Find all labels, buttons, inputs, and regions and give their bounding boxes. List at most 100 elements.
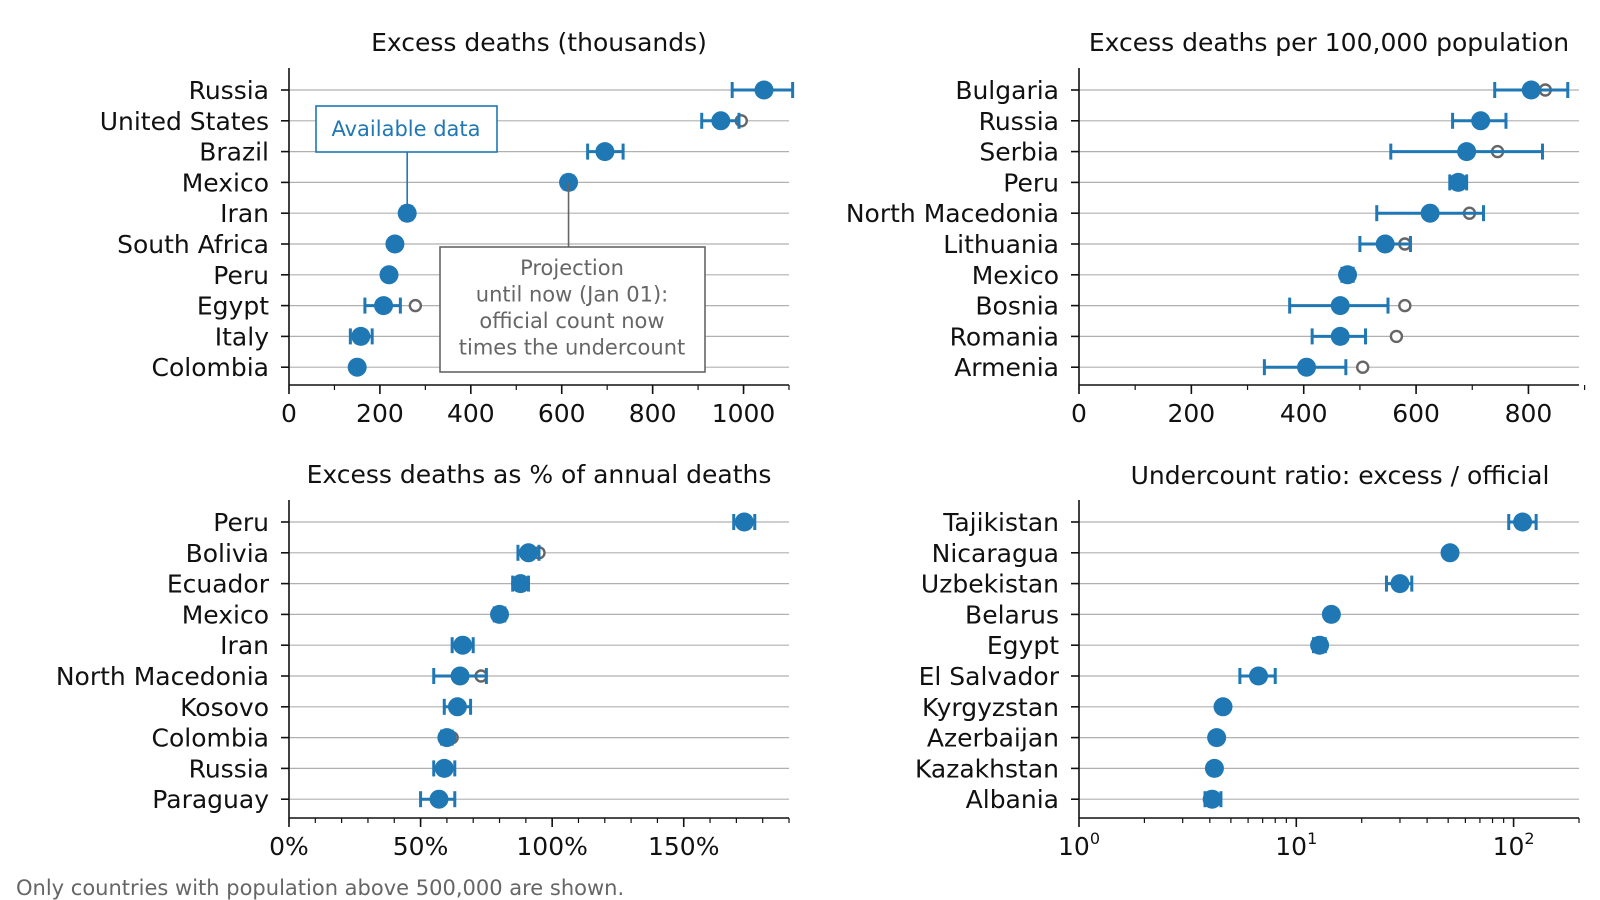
data-point bbox=[1457, 142, 1477, 162]
country-label: Tajikistan bbox=[942, 508, 1059, 537]
data-point bbox=[447, 697, 467, 717]
country-label: Armenia bbox=[954, 353, 1059, 382]
country-label: Iran bbox=[220, 199, 269, 228]
country-label: Bulgaria bbox=[955, 76, 1059, 105]
country-label: El Salvador bbox=[919, 662, 1060, 691]
country-label: Belarus bbox=[965, 600, 1059, 629]
x-tick-label: 100% bbox=[516, 832, 587, 861]
x-tick-label: 0 bbox=[281, 399, 297, 428]
data-point bbox=[754, 80, 774, 100]
country-label: Albania bbox=[966, 785, 1059, 814]
country-label: Russia bbox=[189, 754, 269, 783]
panel-2: Excess deaths per 100,000 population Bulg… bbox=[846, 28, 1586, 428]
data-point bbox=[1390, 574, 1410, 594]
panel-title: Excess deaths (thousands) bbox=[371, 28, 707, 57]
x-tick-label: 100 bbox=[1058, 829, 1100, 861]
country-label: Nicaragua bbox=[932, 539, 1059, 568]
footnote: Only countries with population above 500… bbox=[16, 876, 624, 900]
country-label: Colombia bbox=[152, 724, 269, 753]
x-tick-label: 101 bbox=[1275, 829, 1317, 861]
data-point bbox=[1297, 357, 1317, 377]
data-point bbox=[595, 142, 615, 162]
data-point bbox=[1420, 203, 1440, 223]
data-point bbox=[1202, 789, 1222, 809]
data-point bbox=[347, 357, 367, 377]
x-tick-label: 0 bbox=[1071, 399, 1087, 428]
panel-title: Undercount ratio: excess / official bbox=[1131, 461, 1550, 490]
data-point bbox=[434, 758, 454, 778]
annotations: Available data Projection until now (Jan 0… bbox=[315, 105, 706, 373]
country-label: Italy bbox=[215, 322, 269, 351]
data-point bbox=[1330, 326, 1350, 346]
country-label: Mexico bbox=[182, 168, 269, 197]
country-label: United States bbox=[100, 107, 269, 136]
panel-4: Undercount ratio: excess / official Tajik… bbox=[915, 461, 1580, 861]
data-point bbox=[1310, 635, 1330, 655]
data-point bbox=[450, 666, 470, 686]
data-point bbox=[1521, 80, 1541, 100]
data-point bbox=[511, 574, 531, 594]
country-label: Egypt bbox=[987, 631, 1059, 660]
x-tick-label: 600 bbox=[538, 399, 586, 428]
x-tick-label: 400 bbox=[447, 399, 495, 428]
country-label: Azerbaijan bbox=[927, 724, 1059, 753]
x-tick-label: 600 bbox=[1392, 399, 1440, 428]
data-point bbox=[385, 234, 405, 254]
x-tick-label: 1000 bbox=[712, 399, 776, 428]
country-label: Peru bbox=[213, 261, 269, 290]
data-point bbox=[1207, 728, 1227, 748]
country-label: Kazakhstan bbox=[915, 754, 1059, 783]
country-label: Serbia bbox=[979, 138, 1059, 167]
country-label: Paraguay bbox=[152, 785, 269, 814]
projection-marker bbox=[1398, 298, 1412, 313]
country-label: Bosnia bbox=[975, 292, 1059, 321]
data-point bbox=[453, 635, 473, 655]
data-point bbox=[734, 512, 754, 532]
data-point bbox=[1375, 234, 1395, 254]
x-tick-label: 50% bbox=[393, 832, 449, 861]
x-tick-label: 800 bbox=[629, 399, 677, 428]
country-label: North Macedonia bbox=[846, 199, 1059, 228]
data-point bbox=[1440, 543, 1460, 563]
data-point bbox=[429, 789, 449, 809]
data-point bbox=[1204, 758, 1224, 778]
x-tick-label: 800 bbox=[1505, 399, 1553, 428]
country-label: Kosovo bbox=[180, 693, 269, 722]
data-point bbox=[1513, 512, 1533, 532]
country-label: Brazil bbox=[199, 138, 269, 167]
panel-3: Excess deaths as % of annual deaths PeruB… bbox=[56, 460, 790, 861]
country-label: Egypt bbox=[197, 292, 269, 321]
data-point bbox=[379, 265, 399, 285]
data-point bbox=[1213, 697, 1233, 717]
data-point bbox=[374, 296, 394, 316]
country-label: Russia bbox=[189, 76, 269, 105]
data-point bbox=[437, 728, 457, 748]
country-label: Russia bbox=[979, 107, 1059, 136]
data-point bbox=[1448, 172, 1468, 192]
country-label: Romania bbox=[950, 322, 1059, 351]
country-label: South Africa bbox=[117, 230, 269, 259]
x-tick-label: 102 bbox=[1493, 829, 1535, 861]
data-point bbox=[518, 543, 538, 563]
data-point bbox=[1249, 666, 1269, 686]
x-tick-label: 0% bbox=[269, 832, 309, 861]
x-tick-label: 400 bbox=[1280, 399, 1328, 428]
country-label: Peru bbox=[213, 508, 269, 537]
projection-label-line: official count now bbox=[479, 309, 664, 333]
panel-title: Excess deaths per 100,000 population bbox=[1089, 28, 1569, 57]
data-point bbox=[1321, 604, 1341, 624]
country-label: Colombia bbox=[152, 353, 269, 382]
projection-label-line: until now (Jan 01): bbox=[476, 283, 668, 307]
projection-label-line: times the undercount bbox=[459, 336, 686, 360]
x-tick-label: 150% bbox=[648, 832, 719, 861]
country-label: Kyrgyzstan bbox=[922, 693, 1059, 722]
country-label: Iran bbox=[220, 631, 269, 660]
country-label: North Macedonia bbox=[56, 662, 269, 691]
available-data-label: Available data bbox=[331, 117, 480, 141]
projection-marker bbox=[1389, 329, 1404, 344]
projection-box bbox=[439, 246, 706, 373]
country-label: Peru bbox=[1003, 168, 1059, 197]
panel-title: Excess deaths as % of annual deaths bbox=[307, 460, 772, 489]
projection-label-line: Projection bbox=[520, 256, 624, 280]
